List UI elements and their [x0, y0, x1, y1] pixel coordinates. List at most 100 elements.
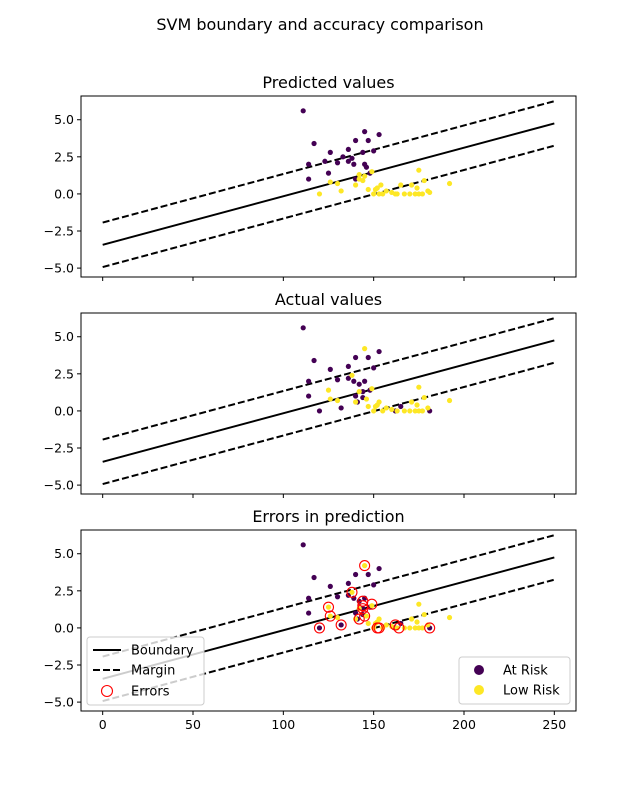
point-at-risk — [352, 571, 359, 578]
point-low-risk — [446, 180, 453, 187]
point-low-risk — [334, 397, 341, 404]
margin-line — [102, 144, 555, 269]
point-at-risk — [316, 408, 323, 414]
point-at-risk — [351, 161, 357, 167]
legend-label: Low Risk — [503, 684, 560, 699]
point-low-risk — [416, 601, 422, 607]
point-low-risk — [401, 191, 407, 197]
point-low-risk — [363, 396, 370, 402]
point-low-risk — [425, 405, 431, 411]
point-at-risk — [306, 161, 312, 167]
axes-frame — [80, 312, 577, 495]
point-at-risk — [306, 595, 312, 601]
point-low-risk — [365, 620, 371, 627]
margin-line — [102, 361, 555, 486]
point-low-risk — [352, 182, 359, 188]
point-low-risk — [356, 176, 362, 182]
legend-label: Errors — [131, 685, 170, 700]
error-marker — [357, 600, 369, 612]
x-tick-label: 250 — [542, 717, 566, 732]
point-low-risk — [398, 182, 404, 188]
y-tick-label: 0.0 — [54, 403, 74, 418]
point-low-risk — [419, 408, 426, 414]
point-low-risk — [416, 384, 422, 390]
panel-title: Actual values — [275, 290, 382, 309]
error-marker — [324, 610, 336, 622]
point-at-risk — [376, 565, 382, 572]
point-at-risk — [306, 393, 312, 399]
point-at-risk — [306, 378, 312, 384]
point-low-risk — [352, 399, 359, 405]
point-low-risk — [412, 191, 418, 197]
point-at-risk — [327, 366, 333, 372]
point-low-risk — [416, 408, 422, 414]
point-low-risk — [327, 613, 333, 619]
legend-label: At Risk — [503, 664, 548, 679]
point-at-risk — [398, 403, 404, 410]
point-low-risk — [412, 625, 418, 631]
point-at-risk — [334, 377, 341, 383]
point-at-risk — [334, 160, 341, 166]
point-low-risk — [394, 191, 400, 197]
point-at-risk — [345, 146, 351, 153]
point-low-risk — [407, 408, 413, 414]
legend-label: Margin — [131, 664, 175, 679]
point-at-risk — [356, 381, 362, 387]
error-marker — [322, 601, 335, 613]
chart-panel-2: Actual values −5.0 −2.5 0.0 2.5 5.0 — [44, 290, 577, 498]
margin-line — [102, 317, 555, 441]
point-at-risk — [306, 610, 312, 616]
legend-class-swatch — [474, 685, 484, 695]
point-low-risk — [409, 182, 415, 188]
point-at-risk — [340, 154, 346, 160]
boundary-line — [102, 122, 555, 246]
legend-box — [458, 656, 571, 705]
point-at-risk — [345, 375, 351, 381]
figure-suptitle: SVM boundary and accuracy comparison — [156, 15, 483, 34]
point-low-risk — [380, 408, 386, 414]
point-low-risk — [356, 172, 362, 178]
point-at-risk — [362, 129, 368, 135]
plot-area — [102, 534, 555, 703]
point-low-risk — [407, 191, 413, 197]
point-low-risk — [316, 191, 323, 197]
point-low-risk — [409, 399, 415, 405]
point-at-risk — [352, 354, 359, 361]
panel-title: Predicted values — [262, 73, 394, 92]
y-tick-label: 5.0 — [54, 329, 74, 344]
x-tick-label: 0 — [99, 717, 107, 732]
point-at-risk — [306, 176, 312, 182]
point-at-risk — [376, 131, 382, 138]
point-at-risk — [376, 348, 382, 355]
x-tick-label: 50 — [185, 717, 201, 732]
legend-box — [86, 636, 205, 706]
point-low-risk — [419, 191, 426, 197]
point-at-risk — [360, 389, 366, 395]
error-marker — [335, 619, 347, 631]
point-at-risk — [352, 393, 359, 399]
point-low-risk — [421, 177, 427, 184]
point-at-risk — [311, 574, 317, 581]
point-low-risk — [376, 616, 382, 622]
point-at-risk — [322, 158, 328, 164]
point-at-risk — [351, 378, 357, 384]
point-low-risk — [325, 387, 332, 393]
error-marker — [357, 603, 369, 615]
x-tick-label: 200 — [452, 717, 476, 732]
point-at-risk — [345, 363, 351, 370]
legend-errors-swatch — [100, 684, 114, 698]
point-at-risk — [327, 583, 333, 589]
point-at-risk — [300, 542, 306, 548]
point-low-risk — [394, 408, 400, 414]
point-low-risk — [374, 185, 380, 191]
point-low-risk — [380, 191, 386, 197]
point-low-risk — [383, 405, 389, 411]
chart-panel-3: Errors in prediction −5.0 −2.5 0.0 2.5 5.0 0 50… — [44, 507, 577, 732]
point-at-risk — [360, 149, 366, 155]
point-at-risk — [300, 325, 306, 331]
y-tick-label: −2.5 — [44, 658, 74, 673]
point-low-risk — [334, 614, 341, 621]
error-marker — [366, 598, 378, 610]
point-low-risk — [414, 619, 420, 625]
point-low-risk — [421, 394, 427, 401]
